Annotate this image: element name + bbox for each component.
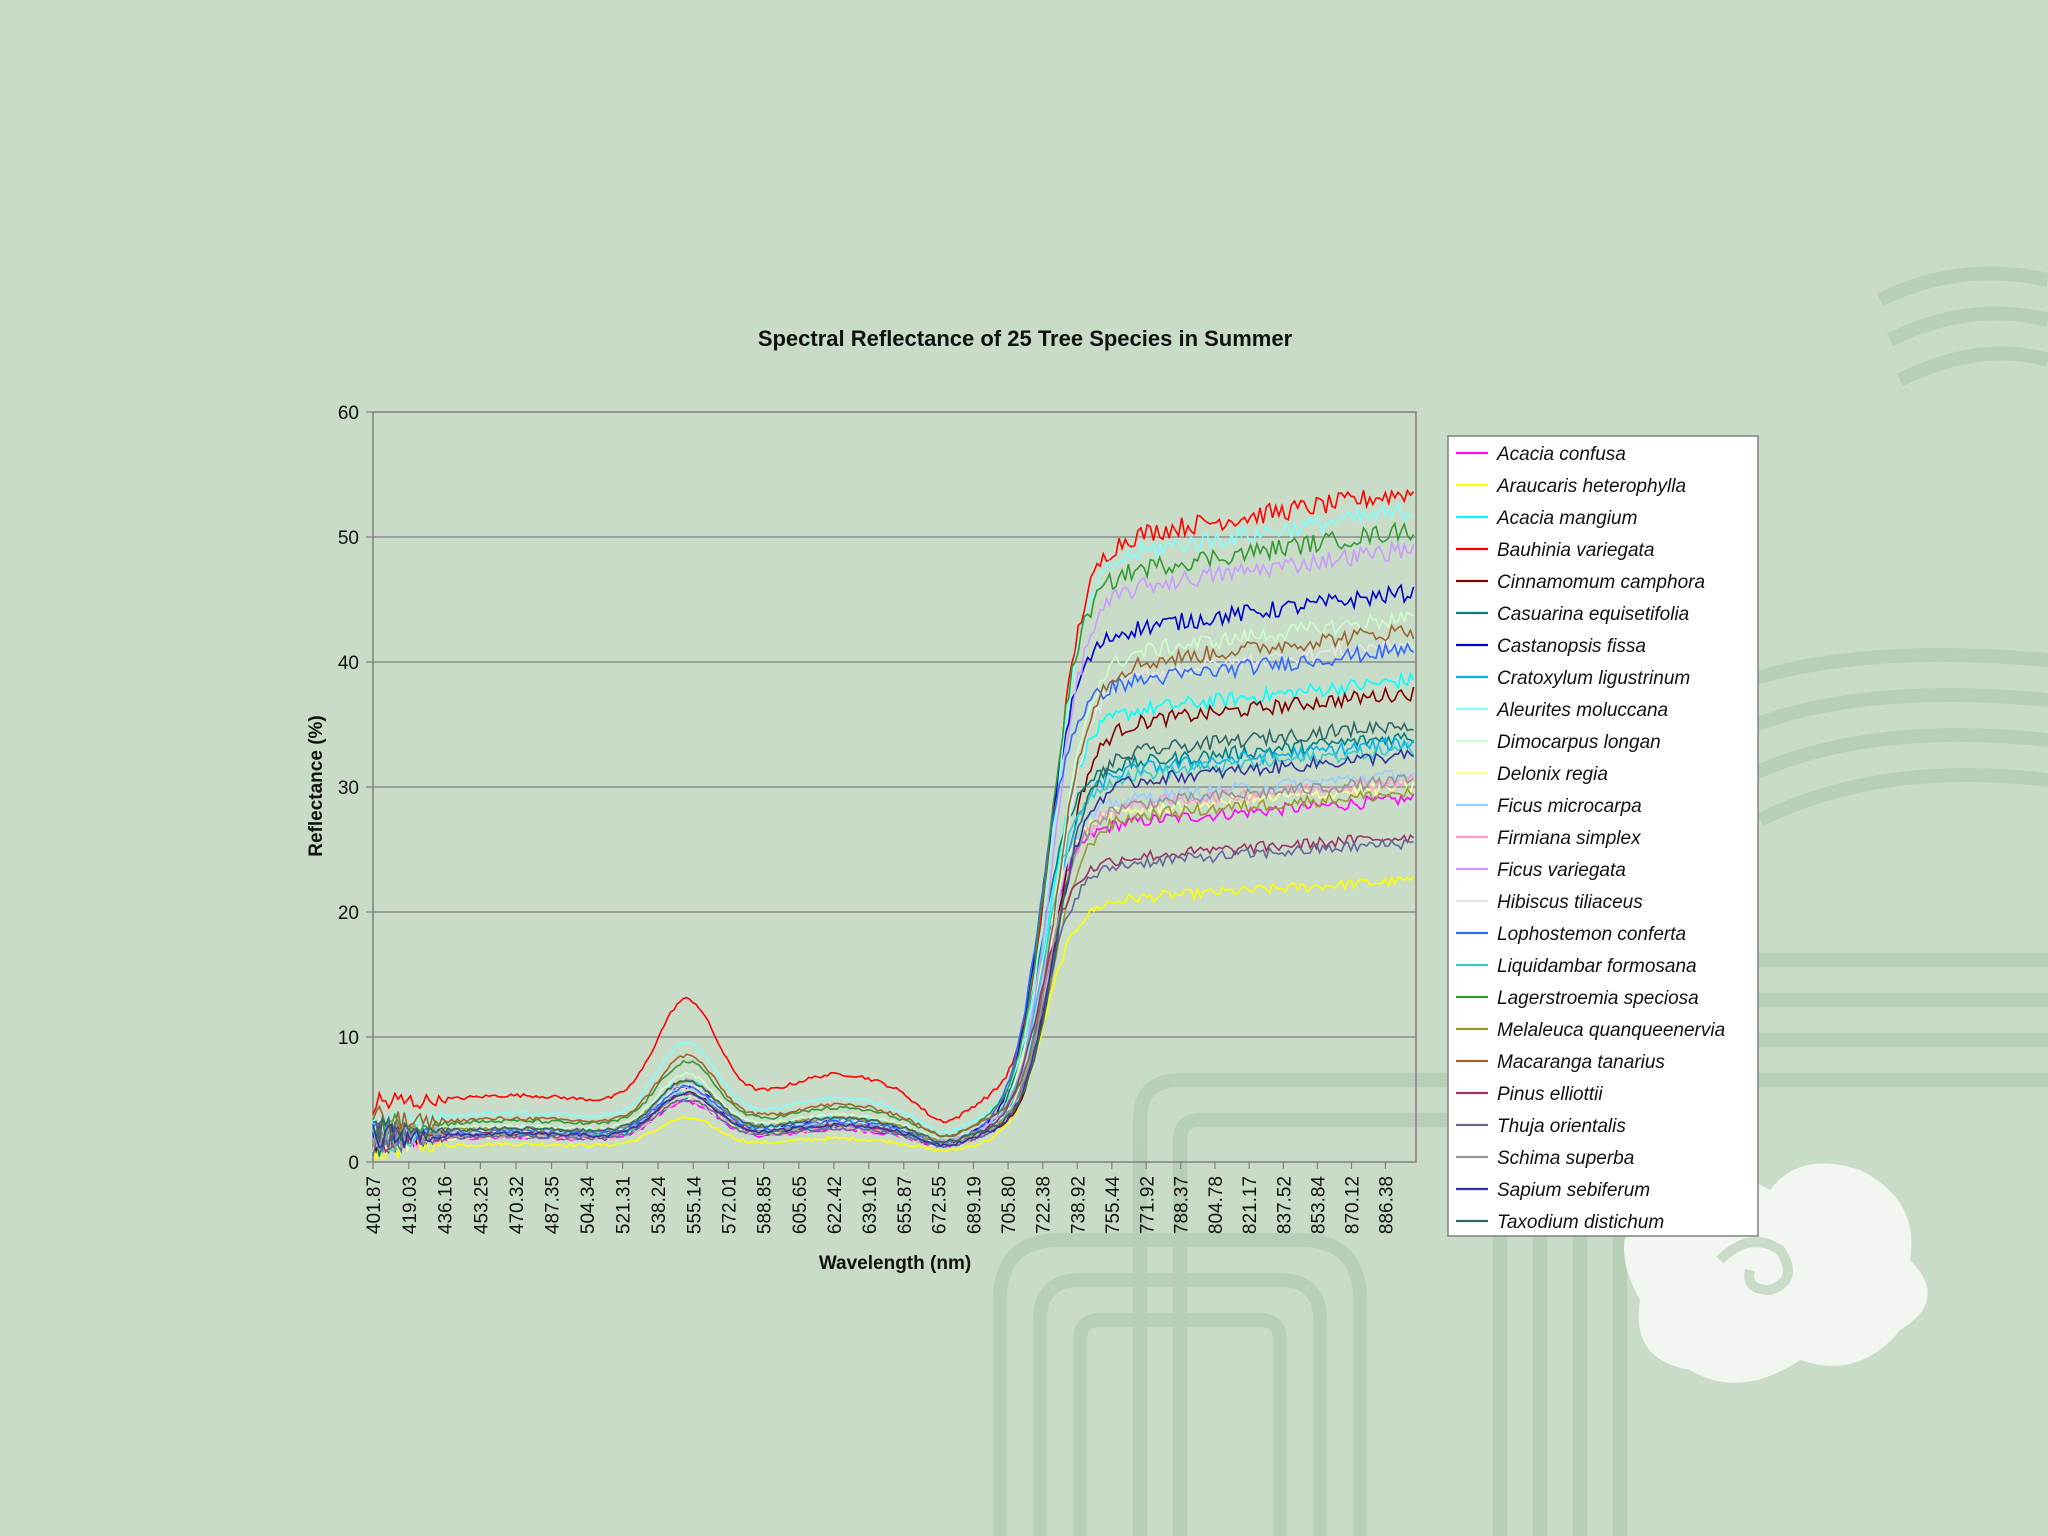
y-tick-label: 30: [338, 778, 359, 799]
y-tick-label: 0: [348, 1153, 359, 1174]
x-tick-label: 521.31: [614, 1176, 635, 1234]
legend-entry: Ficus microcarpa: [1497, 796, 1642, 817]
legend-entry: Aleurites moluccana: [1496, 700, 1668, 721]
series-line-15: [372, 641, 1415, 1151]
x-tick-label: 672.55: [930, 1176, 951, 1234]
x-tick-label: 538.24: [649, 1176, 670, 1235]
x-tick-label: 453.25: [471, 1176, 492, 1234]
x-tick-label: 639.16: [860, 1176, 881, 1234]
x-tick-label: 886.38: [1376, 1176, 1397, 1234]
series-line-21: [372, 837, 1414, 1157]
series-lines: [372, 488, 1415, 1161]
series-line-17: [372, 521, 1415, 1142]
series-line-14: [372, 635, 1415, 1153]
series-line-19: [372, 623, 1415, 1138]
series-line-1: [372, 874, 1415, 1161]
x-tick-label: 487.35: [543, 1176, 564, 1234]
legend-entry: Dimocarpus longan: [1497, 732, 1661, 753]
series-line-8: [372, 502, 1414, 1134]
x-tick-label: 705.80: [999, 1176, 1020, 1234]
y-tick-label: 60: [338, 403, 359, 424]
x-tick-label: 401.87: [364, 1176, 385, 1234]
series-line-23: [372, 748, 1415, 1149]
x-tick-label: 870.12: [1342, 1176, 1363, 1234]
series-line-7: [372, 736, 1415, 1155]
x-tick-label: 821.17: [1240, 1176, 1261, 1234]
x-axis: 401.87 419.03 436.16 453.25 470.32 487.35 504.…: [364, 1162, 1397, 1234]
legend-box: [1447, 435, 1759, 1237]
series-line-22: [372, 773, 1415, 1151]
legend-entry: Sapium sebiferum: [1497, 1180, 1650, 1201]
series-line-16: [372, 742, 1415, 1152]
series-line-4: [372, 685, 1415, 1154]
series-line-20: [372, 834, 1415, 1154]
x-axis-title: Wavelength (nm): [819, 1253, 971, 1274]
legend-entry: Acacia mangium: [1496, 508, 1637, 529]
x-tick-label: 470.32: [507, 1176, 528, 1234]
legend-entry: Thuja orientalis: [1497, 1116, 1626, 1137]
series-line-18: [372, 786, 1414, 1147]
y-tick-label: 50: [338, 528, 359, 549]
y-axis: 0 10 20 30 40 50 60: [338, 403, 373, 1174]
series-line-11: [372, 768, 1415, 1147]
legend-entry: Lophostemon conferta: [1497, 924, 1686, 945]
y-tick-label: 20: [338, 903, 359, 924]
y-tick-label: 10: [338, 1028, 359, 1049]
x-tick-label: 722.38: [1034, 1176, 1055, 1234]
series-line-13: [372, 539, 1415, 1143]
x-tick-label: 788.37: [1172, 1176, 1193, 1234]
legend-entry: Hibiscus tiliaceus: [1497, 892, 1643, 913]
legend-entry: Pinus elliottii: [1497, 1084, 1603, 1105]
y-tick-label: 40: [338, 653, 359, 674]
legend-entry: Macaranga tanarius: [1497, 1052, 1665, 1073]
legend-entry: Castanopsis fissa: [1497, 636, 1646, 657]
legend-entry: Taxodium distichum: [1497, 1212, 1664, 1233]
legend-entry: Liquidambar formosana: [1497, 956, 1697, 977]
legend-entry: Cratoxylum ligustrinum: [1497, 668, 1690, 689]
series-line-2: [372, 671, 1415, 1148]
series-line-10: [372, 779, 1415, 1153]
legend-entry: Bauhinia variegata: [1497, 540, 1654, 561]
legend-entry: Cinnamomum camphora: [1497, 572, 1705, 593]
x-tick-label: 504.34: [578, 1176, 599, 1235]
legend-entry: Lagerstroemia speciosa: [1497, 988, 1699, 1009]
x-tick-label: 655.87: [895, 1176, 916, 1234]
x-tick-label: 837.52: [1274, 1176, 1295, 1234]
x-tick-label: 738.92: [1068, 1176, 1089, 1234]
legend-entry: Acacia confusa: [1496, 444, 1626, 465]
legend-entry: Ficus variegata: [1497, 860, 1626, 881]
x-tick-label: 622.42: [825, 1176, 846, 1234]
y-axis-title: Reflectance (%): [306, 715, 327, 857]
legend-entry: Delonix regia: [1497, 764, 1608, 785]
series-line-12: [372, 773, 1415, 1151]
x-tick-label: 572.01: [720, 1176, 741, 1234]
x-tick-label: 755.44: [1103, 1176, 1124, 1235]
x-tick-label: 436.16: [436, 1176, 457, 1234]
x-tick-label: 605.65: [790, 1176, 811, 1234]
series-line-9: [372, 610, 1415, 1142]
legend-entry: Araucaris heterophylla: [1496, 476, 1686, 497]
series-line-24: [372, 719, 1414, 1144]
grid-lines: [373, 536, 1416, 1038]
x-tick-label: 555.14: [684, 1176, 705, 1235]
series-line-3: [372, 488, 1415, 1124]
legend-entry: Casuarina equisetifolia: [1497, 604, 1689, 625]
x-tick-label: 419.03: [400, 1176, 421, 1234]
x-tick-label: 588.85: [755, 1176, 776, 1234]
legend-entry: Melaleuca quanqueenervia: [1497, 1020, 1725, 1041]
x-tick-label: 771.92: [1137, 1176, 1158, 1234]
legend-entry: Firmiana simplex: [1497, 828, 1642, 849]
x-tick-label: 689.19: [964, 1176, 985, 1234]
legend: Acacia confusa Araucaris heterophylla Acac…: [1447, 435, 1759, 1237]
legend-entry: Schima superba: [1497, 1148, 1634, 1169]
chart-title: Spectral Reflectance of 25 Tree Species …: [758, 326, 1293, 351]
x-tick-label: 853.84: [1308, 1176, 1329, 1235]
x-tick-label: 804.78: [1206, 1176, 1227, 1234]
